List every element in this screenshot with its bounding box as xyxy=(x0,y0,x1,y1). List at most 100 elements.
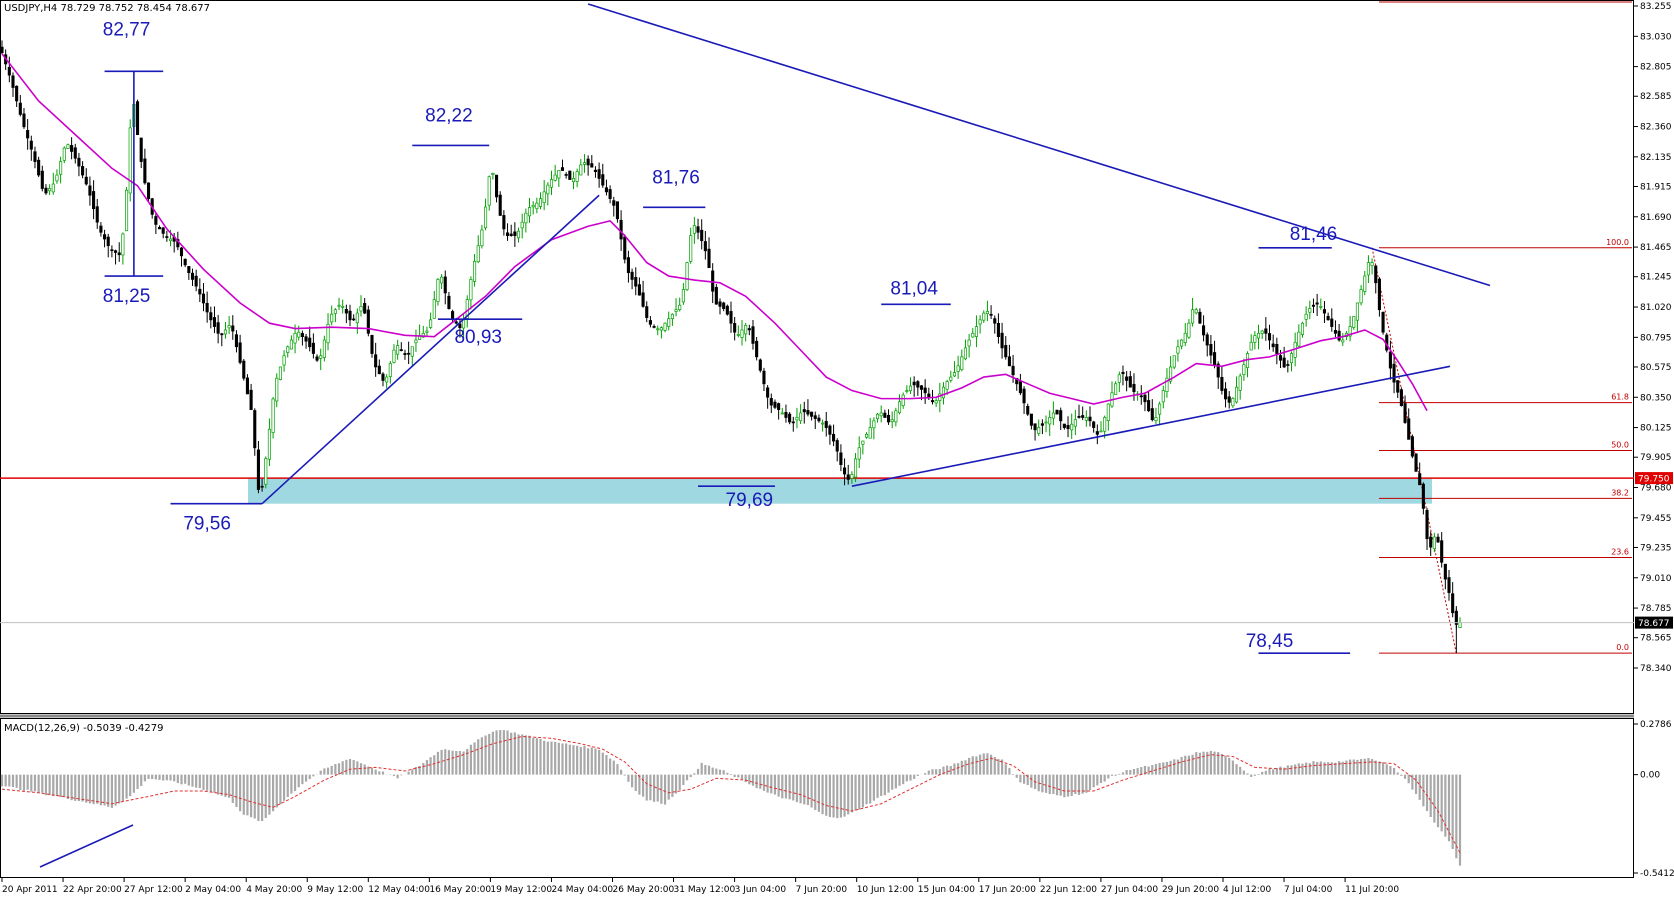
rising-support-trendline xyxy=(851,365,1451,487)
candle-body xyxy=(73,147,77,159)
candle-body xyxy=(941,386,946,399)
candle-body xyxy=(59,161,63,175)
macd-layer xyxy=(0,730,1462,868)
candle-body xyxy=(963,347,968,360)
candle-body xyxy=(297,331,301,338)
fibonacci-layer[interactable]: 100.0 61.8 50.0 38.2 23.6 0.0 xyxy=(1371,1,1632,654)
candle-body xyxy=(212,317,217,327)
candle-body xyxy=(659,327,663,331)
candle-body xyxy=(1099,430,1103,433)
candle-body xyxy=(190,272,195,280)
candle-body xyxy=(1388,351,1392,369)
candle-body xyxy=(934,400,938,404)
candle-body xyxy=(66,144,70,149)
candle-body xyxy=(1234,386,1239,403)
candle-body xyxy=(832,433,836,442)
candle-body xyxy=(205,302,209,313)
candle-body xyxy=(1341,339,1345,343)
candle-body xyxy=(560,167,565,171)
candle-body xyxy=(839,452,843,465)
candle-body xyxy=(377,365,381,375)
candle-body xyxy=(392,349,396,363)
price-annotation: 79,56 xyxy=(183,514,231,535)
candle-body xyxy=(784,411,788,418)
candle-body xyxy=(1125,376,1129,381)
candle-body xyxy=(674,309,678,312)
candle-body xyxy=(1414,453,1418,472)
candle-body xyxy=(1180,339,1184,347)
candle-body xyxy=(410,346,414,357)
candle-body xyxy=(443,276,447,294)
candle-body xyxy=(330,313,334,323)
candle-body xyxy=(582,162,587,165)
candle-body xyxy=(630,271,634,280)
candle-body xyxy=(993,318,997,324)
candle-body xyxy=(253,410,257,449)
candle-body xyxy=(480,229,484,247)
fib-level-label: 100.0 xyxy=(1606,238,1629,247)
macd-tick-label: -0.5412 xyxy=(1640,869,1674,879)
candle-body xyxy=(1377,278,1381,311)
candle-body xyxy=(1029,413,1033,426)
candle-body xyxy=(780,412,784,415)
candle-body xyxy=(403,353,407,355)
candle-body xyxy=(549,179,554,188)
candle-body xyxy=(1202,325,1206,336)
candle-body xyxy=(1073,419,1077,427)
candle-body xyxy=(945,381,949,390)
candle-body xyxy=(535,202,539,209)
candle-body xyxy=(1436,536,1440,543)
candle-body xyxy=(747,328,751,331)
candle-body xyxy=(487,176,491,206)
candle-body xyxy=(612,200,616,206)
candle-body xyxy=(542,191,546,203)
candle-body xyxy=(886,414,891,423)
candle-body xyxy=(344,309,348,314)
candle-body xyxy=(1308,308,1312,313)
price-labels-layer: 82,77 81,25 82,22 80,93 79,56 81,76 79,69 81,04… xyxy=(103,19,1337,652)
candle-body xyxy=(828,425,832,435)
price-tick-label: 81.690 xyxy=(1640,213,1672,223)
candle-body xyxy=(1095,431,1099,435)
candle-body xyxy=(37,159,41,176)
candle-body xyxy=(821,422,825,425)
candle-body xyxy=(527,207,532,217)
time-tick-label: 31 May 12:00 xyxy=(674,885,736,895)
candle-body xyxy=(363,303,367,314)
candle-body xyxy=(762,370,766,385)
price-annotation: 80,93 xyxy=(454,327,502,348)
candle-body xyxy=(1033,423,1037,431)
time-tick-label: 27 Apr 12:00 xyxy=(124,885,183,895)
candle-body xyxy=(1037,427,1041,434)
price-annotation: 82,77 xyxy=(103,19,151,40)
candle-body xyxy=(429,319,433,328)
candle-body xyxy=(168,238,173,242)
candle-body xyxy=(447,295,451,309)
candle-body xyxy=(275,377,279,402)
fib-trend-line xyxy=(1371,247,1457,654)
candle-body xyxy=(956,365,960,372)
candles-layer xyxy=(0,40,1462,654)
candle-body xyxy=(1227,396,1231,403)
candle-body xyxy=(1410,436,1414,457)
candle-body xyxy=(1275,343,1279,354)
candle-body xyxy=(494,174,499,198)
candle-body xyxy=(678,304,682,311)
candle-body xyxy=(974,326,978,337)
candle-body xyxy=(121,233,125,256)
candle-body xyxy=(1418,473,1422,486)
trendlines-layer[interactable] xyxy=(104,3,1491,654)
candle-body xyxy=(139,137,143,162)
chart-header: USDJPY,H4 78.729 78.752 78.454 78.677 xyxy=(4,3,210,14)
candle-body xyxy=(223,329,228,335)
price-annotation: 79,69 xyxy=(726,490,774,511)
candle-body xyxy=(1311,304,1316,307)
time-tick-label: 22 Apr 20:00 xyxy=(63,885,122,895)
candle-body xyxy=(806,410,810,415)
candle-body xyxy=(623,236,627,260)
candle-body xyxy=(637,284,641,296)
candle-body xyxy=(51,183,55,193)
candle-body xyxy=(1253,335,1257,343)
macd-tick-label: 0.00 xyxy=(1640,771,1660,781)
